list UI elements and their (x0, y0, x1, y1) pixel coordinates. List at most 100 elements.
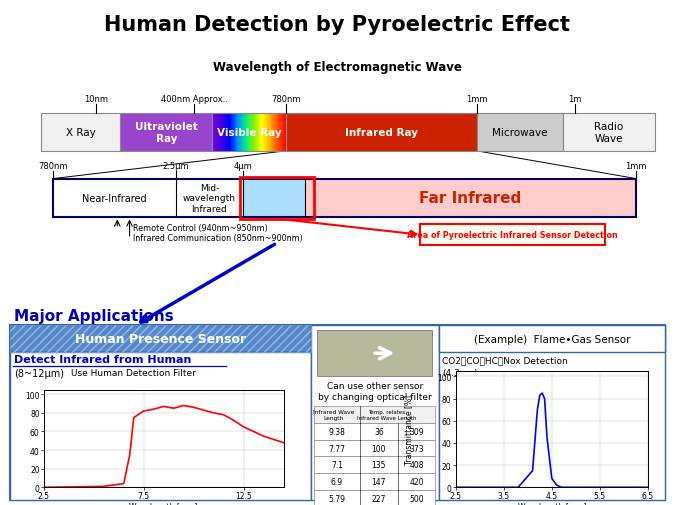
Bar (238, 114, 239, 152)
Bar (283, 114, 284, 152)
Bar (286, 114, 287, 152)
Bar (248, 114, 250, 152)
Bar (243, 114, 244, 152)
Text: 7.77: 7.77 (329, 444, 346, 452)
Text: 1m: 1m (568, 94, 582, 104)
Bar (253, 114, 254, 152)
Bar (258, 114, 259, 152)
Bar (314, 457, 435, 473)
Bar (10, 326, 310, 352)
Bar (254, 114, 256, 152)
Bar (259, 114, 260, 152)
Bar (284, 114, 286, 152)
Text: 6.9: 6.9 (331, 477, 343, 486)
Bar (229, 114, 231, 152)
Bar (225, 114, 227, 152)
Bar (249, 114, 251, 152)
Bar (245, 114, 246, 152)
X-axis label: Wavelength [ μm]: Wavelength [ μm] (130, 502, 198, 505)
Text: 7.1: 7.1 (331, 461, 343, 469)
Text: Wavelength of Electromagnetic Wave: Wavelength of Electromagnetic Wave (213, 61, 462, 74)
Text: (4.3μm): (4.3μm) (442, 369, 478, 378)
Bar (268, 114, 269, 152)
Bar (231, 114, 232, 152)
Bar (246, 114, 247, 152)
Bar (562, 114, 655, 152)
Bar (230, 114, 232, 152)
Text: Infrared Wave
Length: Infrared Wave Length (313, 410, 354, 420)
Bar (273, 114, 274, 152)
Bar (228, 114, 230, 152)
Bar (243, 179, 304, 217)
Text: (8~12μm): (8~12μm) (14, 369, 64, 379)
Bar (275, 114, 277, 152)
Bar (53, 179, 176, 217)
Text: Human Detection by Pyroelectric Effect: Human Detection by Pyroelectric Effect (105, 15, 570, 35)
Text: 9.38: 9.38 (329, 427, 346, 436)
Text: 420: 420 (409, 477, 424, 486)
Text: Radio
Wave: Radio Wave (594, 122, 623, 143)
Bar (223, 114, 225, 152)
Text: 147: 147 (372, 477, 386, 486)
Text: Use Bandpass Filter: Use Bandpass Filter (508, 380, 596, 389)
Bar (439, 326, 665, 352)
Bar (271, 114, 272, 152)
Bar (477, 114, 562, 152)
Bar (242, 114, 244, 152)
Bar (234, 114, 236, 152)
Text: 1mm: 1mm (626, 162, 647, 171)
Bar (218, 114, 219, 152)
Text: Human Presence Sensor: Human Presence Sensor (75, 332, 246, 345)
Bar (250, 114, 252, 152)
Bar (220, 114, 221, 152)
Bar (279, 114, 280, 152)
Text: Major Applications: Major Applications (14, 308, 173, 323)
Bar (286, 114, 477, 152)
Text: 135: 135 (372, 461, 386, 469)
Text: 780nm: 780nm (271, 94, 301, 104)
Bar (221, 114, 222, 152)
Bar (267, 114, 269, 152)
Bar (233, 114, 234, 152)
Bar (273, 114, 275, 152)
Bar (263, 114, 265, 152)
Bar (232, 114, 234, 152)
Text: Visible Ray: Visible Ray (217, 128, 281, 137)
Bar (304, 179, 637, 217)
Bar (215, 114, 217, 152)
Text: (Example)  Flame•Gas Sensor: (Example) Flame•Gas Sensor (474, 334, 630, 344)
Bar (256, 114, 257, 152)
Bar (281, 114, 283, 152)
Bar (219, 114, 221, 152)
Y-axis label: Transmittance: Transmittance (0, 412, 1, 466)
Bar (239, 114, 241, 152)
Bar (215, 114, 216, 152)
Text: 780nm: 780nm (38, 162, 68, 171)
Bar (317, 331, 432, 376)
Text: 373: 373 (409, 444, 424, 452)
Bar (246, 114, 248, 152)
Bar (244, 114, 246, 152)
Bar (314, 440, 435, 457)
Bar (226, 114, 228, 152)
Text: Can use other sensor: Can use other sensor (327, 381, 423, 390)
FancyBboxPatch shape (420, 225, 605, 246)
Bar (279, 114, 281, 152)
Bar (251, 114, 252, 152)
Bar (240, 114, 242, 152)
Bar (10, 326, 665, 500)
Bar (274, 114, 276, 152)
Bar (10, 352, 310, 500)
Text: 2.5μm: 2.5μm (162, 162, 189, 171)
Bar (227, 114, 229, 152)
Bar (277, 114, 279, 152)
Y-axis label: Transmittance [%]: Transmittance [%] (404, 394, 413, 464)
Bar (238, 114, 240, 152)
Bar (236, 114, 237, 152)
Bar (261, 114, 263, 152)
Text: 400nm Approx..: 400nm Approx.. (161, 94, 227, 104)
Text: Temp. relates
Infrared Wave Length: Temp. relates Infrared Wave Length (357, 410, 416, 420)
Bar (53, 179, 637, 217)
X-axis label: Wavelength [ μm]: Wavelength [ μm] (518, 502, 586, 505)
Bar (240, 177, 314, 219)
